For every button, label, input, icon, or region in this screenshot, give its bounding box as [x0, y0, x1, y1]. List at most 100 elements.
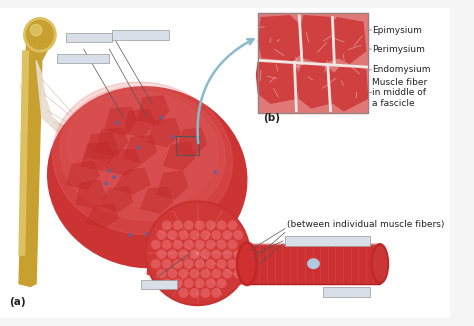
Circle shape [179, 288, 188, 298]
Ellipse shape [60, 87, 225, 220]
Circle shape [190, 288, 199, 298]
Polygon shape [104, 107, 137, 136]
Polygon shape [157, 222, 176, 279]
Circle shape [228, 240, 237, 249]
Text: (b): (b) [263, 113, 280, 123]
FancyBboxPatch shape [285, 236, 371, 245]
Circle shape [195, 278, 204, 288]
Circle shape [162, 259, 172, 269]
FancyBboxPatch shape [112, 30, 169, 39]
Ellipse shape [308, 259, 319, 268]
Circle shape [206, 221, 215, 230]
FancyBboxPatch shape [66, 33, 112, 42]
Circle shape [184, 221, 193, 230]
Ellipse shape [48, 87, 247, 268]
Circle shape [173, 221, 182, 230]
Circle shape [173, 259, 182, 269]
Text: Perimysium: Perimysium [373, 45, 425, 53]
Text: Epimysium: Epimysium [373, 25, 422, 35]
Circle shape [217, 240, 227, 249]
Circle shape [162, 240, 172, 249]
Polygon shape [147, 118, 181, 147]
Circle shape [168, 249, 177, 259]
Circle shape [113, 176, 116, 179]
Circle shape [105, 182, 108, 185]
Circle shape [234, 230, 243, 240]
Polygon shape [124, 109, 155, 137]
Circle shape [223, 269, 232, 278]
Circle shape [168, 269, 177, 278]
Polygon shape [176, 128, 207, 156]
Polygon shape [124, 136, 157, 163]
Polygon shape [100, 187, 133, 212]
Circle shape [217, 221, 227, 230]
Ellipse shape [237, 242, 257, 286]
Bar [247, 244, 380, 284]
Ellipse shape [30, 24, 42, 36]
Circle shape [129, 233, 132, 236]
Ellipse shape [372, 244, 389, 284]
Circle shape [162, 221, 172, 230]
Ellipse shape [24, 18, 56, 52]
Circle shape [201, 269, 210, 278]
Circle shape [211, 230, 221, 240]
Polygon shape [256, 60, 299, 103]
Polygon shape [81, 142, 114, 170]
Polygon shape [85, 204, 118, 228]
Polygon shape [300, 16, 346, 63]
Polygon shape [19, 41, 49, 287]
Polygon shape [258, 16, 304, 60]
Circle shape [184, 278, 193, 288]
Circle shape [151, 240, 161, 249]
FancyArrowPatch shape [198, 39, 254, 143]
FancyBboxPatch shape [57, 54, 109, 63]
Circle shape [146, 233, 149, 236]
Polygon shape [76, 180, 106, 209]
Circle shape [223, 230, 232, 240]
Polygon shape [328, 65, 368, 111]
Polygon shape [104, 149, 141, 175]
Ellipse shape [27, 21, 53, 49]
Circle shape [201, 288, 210, 298]
Circle shape [228, 259, 237, 269]
Ellipse shape [374, 246, 387, 281]
Ellipse shape [67, 91, 218, 206]
Polygon shape [298, 62, 340, 108]
Bar [258, 13, 368, 113]
Circle shape [223, 249, 232, 259]
FancyBboxPatch shape [141, 280, 177, 289]
Circle shape [211, 269, 221, 278]
Circle shape [214, 171, 217, 173]
Polygon shape [19, 51, 28, 255]
Circle shape [206, 278, 215, 288]
Bar [176, 136, 199, 156]
Circle shape [157, 269, 166, 278]
Circle shape [228, 221, 237, 230]
Polygon shape [330, 18, 366, 63]
Circle shape [190, 269, 199, 278]
Ellipse shape [53, 82, 232, 234]
FancyBboxPatch shape [323, 288, 371, 297]
Circle shape [217, 278, 227, 288]
Polygon shape [147, 222, 247, 289]
Circle shape [146, 201, 250, 305]
Circle shape [151, 259, 161, 269]
Circle shape [195, 221, 204, 230]
Circle shape [168, 230, 177, 240]
Circle shape [179, 249, 188, 259]
Circle shape [173, 240, 182, 249]
Circle shape [211, 288, 221, 298]
Circle shape [211, 249, 221, 259]
Circle shape [234, 249, 243, 259]
Circle shape [217, 259, 227, 269]
Circle shape [173, 278, 182, 288]
Circle shape [201, 249, 210, 259]
Circle shape [179, 269, 188, 278]
Circle shape [201, 230, 210, 240]
Text: (a): (a) [9, 297, 26, 306]
Circle shape [171, 135, 174, 138]
Bar [258, 13, 368, 113]
Polygon shape [157, 170, 188, 199]
Polygon shape [66, 161, 100, 190]
Circle shape [195, 240, 204, 249]
